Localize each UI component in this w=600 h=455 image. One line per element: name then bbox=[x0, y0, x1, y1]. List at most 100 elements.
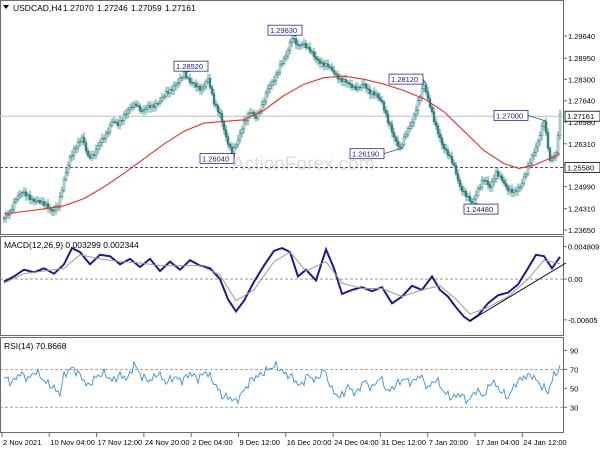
annotation-label: 1.26190 bbox=[352, 150, 379, 159]
candle-body bbox=[482, 179, 486, 182]
candles-group bbox=[2, 33, 562, 223]
candle-body bbox=[512, 190, 516, 193]
rsi-ytick-label-0: 90 bbox=[570, 346, 578, 355]
rsi-panel-title: RSI(14) 70.8668 bbox=[4, 341, 67, 351]
candle-body bbox=[34, 200, 38, 203]
candle-body bbox=[502, 180, 506, 184]
candle-body bbox=[448, 155, 452, 157]
candle-body bbox=[78, 140, 82, 143]
price-ytick-label-9: 1.23650 bbox=[568, 226, 595, 235]
x-tick-label-3: 24 Nov 20:00 bbox=[145, 438, 190, 447]
candle-body bbox=[500, 175, 504, 181]
candle-body bbox=[476, 188, 480, 196]
candle-body bbox=[94, 149, 98, 156]
candle-body bbox=[286, 50, 290, 57]
annotation-label: 1.28120 bbox=[391, 75, 418, 84]
candle-body bbox=[330, 66, 334, 71]
candle-body bbox=[530, 155, 534, 164]
candle-body bbox=[316, 58, 320, 61]
support-level-label: 1.25580 bbox=[567, 163, 594, 172]
candle-body bbox=[200, 87, 204, 91]
candle-body bbox=[72, 148, 76, 156]
candle-body bbox=[110, 121, 114, 126]
time-axis: 2 Nov 2021 10 Nov 04:00 17 Nov 12:00 24 Nov… bbox=[1, 433, 567, 447]
candle-body bbox=[484, 179, 488, 182]
candle-body bbox=[126, 109, 130, 115]
macd-series-1 bbox=[3, 251, 561, 315]
candle-body bbox=[152, 104, 156, 108]
ohlc-open: 1.27070 bbox=[63, 3, 94, 13]
annotation-box bbox=[199, 153, 235, 164]
candle-body bbox=[228, 144, 232, 148]
candle-body bbox=[236, 139, 240, 146]
annotation-leader bbox=[383, 147, 404, 155]
x-tick-label-0: 2 Nov 2021 bbox=[3, 438, 41, 447]
candle-body bbox=[222, 121, 226, 131]
candle-body bbox=[314, 56, 318, 60]
candle-body bbox=[132, 103, 136, 108]
candle-body bbox=[116, 121, 120, 126]
candle-body bbox=[106, 131, 110, 134]
candle-body bbox=[306, 46, 310, 49]
candle-body bbox=[392, 132, 396, 138]
candle-body bbox=[334, 73, 338, 76]
candle-body bbox=[70, 155, 74, 158]
candle-body bbox=[474, 195, 478, 200]
candle-body bbox=[378, 97, 382, 101]
candle-body bbox=[302, 42, 306, 45]
candle-body bbox=[84, 142, 88, 152]
price-ytick-label-1: 1.28950 bbox=[568, 54, 595, 63]
candle-body bbox=[540, 125, 544, 136]
current-price-box bbox=[564, 110, 600, 122]
candle-body bbox=[238, 133, 242, 141]
candle-body bbox=[268, 84, 272, 90]
annotation-leader bbox=[527, 115, 548, 122]
candle-body bbox=[498, 175, 502, 177]
candle-body bbox=[134, 103, 138, 106]
candle-body bbox=[308, 46, 312, 53]
candle-body bbox=[382, 101, 386, 111]
annotation-box bbox=[388, 73, 424, 85]
candle-body bbox=[370, 91, 374, 95]
candle-body bbox=[68, 156, 72, 166]
price-ytick-label-3: 1.27640 bbox=[568, 97, 595, 106]
candle-body bbox=[452, 162, 456, 166]
candle-body bbox=[92, 154, 96, 156]
candle-body bbox=[318, 60, 322, 64]
candle-body bbox=[478, 187, 482, 189]
macd-trendline bbox=[469, 262, 567, 322]
rsi-panel-frame bbox=[0, 337, 564, 433]
candle-body bbox=[262, 101, 266, 105]
candle-body bbox=[340, 77, 344, 82]
candle-body bbox=[218, 111, 222, 114]
candle-body bbox=[304, 42, 308, 49]
candle-body bbox=[158, 100, 162, 104]
candle-body bbox=[144, 107, 148, 111]
price-ytick-label-2: 1.28300 bbox=[568, 75, 595, 84]
candle-body bbox=[504, 183, 508, 187]
candle-body bbox=[44, 203, 48, 206]
candle-body bbox=[162, 95, 166, 98]
annotation-leader bbox=[422, 78, 428, 86]
candle-body bbox=[300, 44, 304, 46]
annotation-box bbox=[267, 24, 303, 36]
candle-body bbox=[272, 80, 276, 83]
candle-body bbox=[408, 125, 412, 129]
candle-body bbox=[496, 171, 500, 177]
candle-body bbox=[36, 200, 40, 202]
candle-body bbox=[18, 193, 22, 197]
annotation-label: 1.28520 bbox=[176, 62, 203, 71]
annotation-box bbox=[173, 60, 209, 72]
candle-body bbox=[256, 112, 260, 119]
candle-body bbox=[284, 55, 288, 59]
candle-body bbox=[40, 201, 44, 204]
candle-body bbox=[10, 209, 14, 212]
support-level-box bbox=[564, 162, 600, 173]
watermark-text: ActionForex.com bbox=[232, 154, 375, 175]
candle-body bbox=[410, 122, 414, 127]
candle-body bbox=[60, 190, 64, 197]
candle-body bbox=[76, 142, 80, 149]
candle-body bbox=[206, 78, 210, 82]
candle-body bbox=[396, 140, 400, 147]
